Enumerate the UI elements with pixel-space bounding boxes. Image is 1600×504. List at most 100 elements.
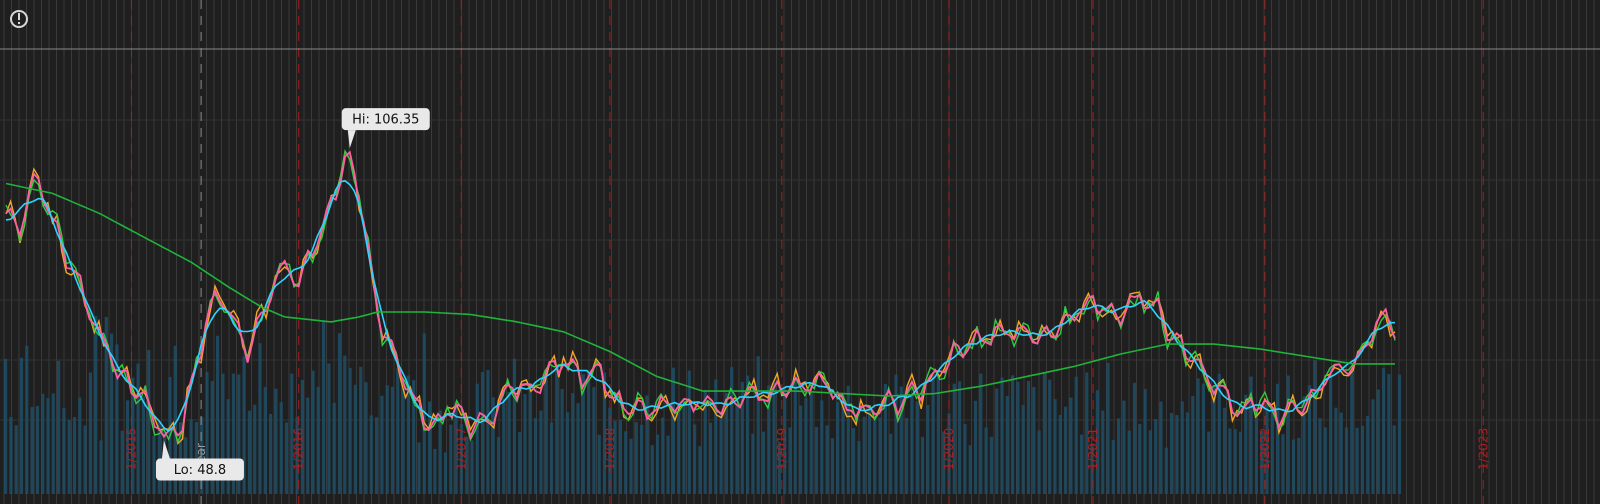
volume-bar bbox=[544, 377, 548, 494]
volume-bar bbox=[72, 417, 77, 494]
volume-bar bbox=[247, 410, 251, 494]
volume-bar bbox=[78, 397, 82, 494]
volume-bar bbox=[51, 393, 55, 494]
volume-bar bbox=[1005, 396, 1009, 494]
volume-bar bbox=[528, 383, 532, 494]
volume-bar bbox=[41, 393, 45, 494]
volume-bar bbox=[491, 397, 495, 494]
volume-bar bbox=[799, 405, 803, 494]
volume-bar bbox=[624, 431, 628, 494]
lo-callout: Lo: 48.8 bbox=[155, 440, 244, 481]
volume-bar bbox=[385, 385, 389, 494]
volume-bar bbox=[141, 396, 145, 494]
time-marker-label: 1/2017 bbox=[454, 428, 468, 470]
volume-bar bbox=[655, 434, 660, 494]
volume-bar bbox=[1016, 381, 1020, 494]
volume-bar bbox=[746, 375, 750, 494]
volume-bar bbox=[661, 417, 665, 494]
volume-bar bbox=[94, 315, 98, 494]
volume-bar bbox=[873, 416, 877, 494]
volume-bar bbox=[560, 388, 564, 494]
volume-bar bbox=[390, 386, 395, 494]
volume-bar bbox=[640, 424, 644, 494]
volume-bar bbox=[539, 410, 543, 494]
volume-bar bbox=[189, 419, 193, 494]
volume-bar bbox=[465, 436, 469, 494]
volume-bar bbox=[412, 380, 416, 494]
volume-bar bbox=[677, 411, 681, 494]
volume-bar bbox=[549, 422, 554, 494]
volume-bar bbox=[820, 400, 824, 494]
time-marker-label: 1/2019 bbox=[775, 428, 789, 470]
volume-bar bbox=[4, 358, 8, 494]
volume-bar bbox=[258, 343, 262, 494]
volume-bar bbox=[1360, 425, 1364, 494]
volume-bar bbox=[263, 386, 267, 494]
volume-bar bbox=[767, 385, 771, 494]
volume-bar bbox=[518, 432, 522, 494]
time-marker-label: 1/2021 bbox=[1086, 428, 1100, 470]
volume-bar bbox=[1164, 447, 1168, 494]
volume-bar bbox=[1090, 443, 1094, 494]
volume-bar bbox=[761, 431, 766, 494]
volume-bar bbox=[724, 392, 728, 494]
volume-bar bbox=[433, 448, 437, 494]
exclamation-circle-icon[interactable] bbox=[10, 10, 28, 28]
volume-bar bbox=[110, 333, 114, 494]
volume-bar bbox=[1281, 434, 1285, 494]
volume-bar bbox=[1355, 427, 1359, 494]
moving-average-lines bbox=[5, 180, 1395, 433]
volume-bar bbox=[1297, 437, 1301, 494]
volume-bar bbox=[1238, 431, 1243, 494]
volume-bar bbox=[846, 385, 850, 494]
volume-bar bbox=[523, 394, 527, 494]
volume-bar bbox=[1318, 418, 1322, 494]
volume-bar bbox=[205, 371, 209, 494]
volume-bar bbox=[534, 417, 538, 494]
volume-bar bbox=[454, 402, 458, 494]
hi-callout-box bbox=[341, 108, 430, 131]
volume-bar bbox=[279, 402, 283, 494]
volume-bar bbox=[634, 422, 638, 494]
volume-bar bbox=[714, 379, 718, 494]
volume-bar bbox=[1382, 368, 1386, 494]
volume-bar bbox=[793, 373, 797, 494]
time-markers: 1/2015 year 1/2016 1/2017 1/2018 1/2019 1/2020… bbox=[124, 0, 1490, 504]
fast-moving-average-line bbox=[5, 180, 1395, 433]
volume-bar bbox=[417, 442, 421, 494]
volume-bar bbox=[708, 422, 713, 494]
volume-bar bbox=[496, 437, 501, 494]
volume-bar bbox=[1249, 376, 1253, 494]
price-line-orange bbox=[5, 149, 1396, 445]
volume-bar bbox=[963, 424, 967, 494]
volume-bar bbox=[120, 430, 124, 494]
volume-bar bbox=[687, 370, 691, 494]
volume-bar bbox=[475, 383, 479, 494]
volume-bar bbox=[645, 395, 649, 494]
volume-bar bbox=[1376, 389, 1380, 494]
volume-bar bbox=[210, 381, 214, 494]
volume-bar bbox=[512, 358, 516, 494]
volume-bar bbox=[650, 445, 654, 494]
volume-bar bbox=[852, 428, 856, 494]
volume-bar bbox=[396, 368, 400, 494]
volume-bar bbox=[1026, 380, 1031, 494]
volume-bar bbox=[867, 406, 872, 494]
volume-bar bbox=[1392, 425, 1396, 494]
volume-bar bbox=[555, 368, 559, 494]
volume-bar bbox=[221, 373, 225, 494]
volume-bar bbox=[88, 372, 92, 494]
volume-bar bbox=[1138, 423, 1142, 494]
volume-bar bbox=[1196, 378, 1200, 494]
volume-bar bbox=[883, 383, 887, 494]
volume-bar bbox=[157, 421, 161, 494]
volume-bar bbox=[889, 433, 893, 494]
volume-bar bbox=[242, 356, 246, 494]
volume-bar bbox=[1132, 382, 1137, 494]
volume-bar bbox=[772, 382, 776, 494]
volume-bar bbox=[1032, 386, 1036, 494]
volume-bar bbox=[1042, 371, 1046, 494]
volume-bar bbox=[1117, 418, 1121, 494]
